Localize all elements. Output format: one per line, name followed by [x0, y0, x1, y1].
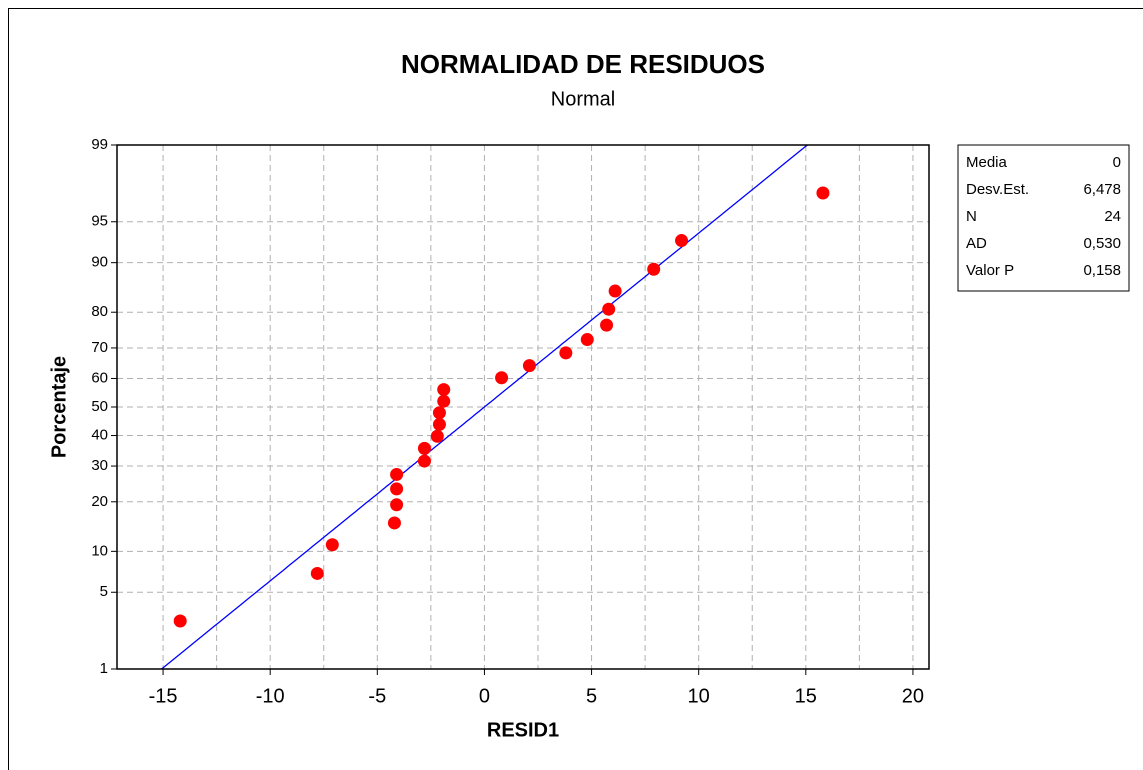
- data-point: [390, 498, 404, 512]
- data-point: [417, 441, 431, 455]
- y-tick-label: 50: [91, 398, 108, 415]
- data-point: [437, 383, 451, 397]
- data-point: [602, 302, 616, 316]
- y-tick-label: 20: [91, 493, 108, 510]
- data-point: [495, 371, 509, 385]
- data-point: [310, 566, 324, 580]
- data-point: [559, 346, 573, 360]
- y-tick-label: 10: [91, 542, 108, 559]
- stats-label: Valor P: [966, 262, 1014, 279]
- data-point: [437, 394, 451, 408]
- x-tick-label: 0: [479, 685, 490, 707]
- data-point: [432, 406, 446, 420]
- data-point: [675, 234, 689, 248]
- y-tick-label: 40: [91, 427, 108, 444]
- y-tick-label: 95: [91, 213, 108, 230]
- data-point: [390, 467, 404, 481]
- stats-value: 0,530: [1083, 235, 1121, 252]
- data-point: [816, 186, 830, 200]
- data-point: [600, 318, 614, 332]
- y-tick-label: 5: [100, 583, 108, 600]
- data-point: [608, 284, 622, 298]
- y-tick-label: 80: [91, 303, 108, 320]
- data-point: [432, 417, 446, 431]
- x-tick-label: -10: [256, 685, 285, 707]
- data-point: [390, 482, 404, 496]
- x-axis-label: RESID1: [487, 719, 559, 741]
- y-tick-label: 70: [91, 339, 108, 356]
- stats-value: 6,478: [1083, 181, 1121, 198]
- x-tick-label: 5: [586, 685, 597, 707]
- data-point: [417, 454, 431, 468]
- stats-label: Desv.Est.: [966, 181, 1029, 198]
- y-tick-label: 90: [91, 254, 108, 271]
- x-tick-label: 20: [902, 685, 924, 707]
- stats-value: 0,158: [1083, 262, 1121, 279]
- data-point: [522, 359, 536, 373]
- y-tick-label: 60: [91, 369, 108, 386]
- y-axis-label: Porcentaje: [48, 356, 70, 458]
- x-tick-label: 10: [688, 685, 710, 707]
- stats-value: 24: [1104, 208, 1121, 225]
- data-point: [647, 262, 661, 276]
- x-tick-label: -5: [368, 685, 386, 707]
- y-tick-label: 1: [100, 660, 108, 677]
- stats-label: N: [966, 208, 977, 225]
- x-tick-label: 15: [795, 685, 817, 707]
- fit-line: [161, 144, 808, 670]
- plot-frame: [116, 144, 930, 670]
- stats-box: [957, 144, 1130, 292]
- y-tick-label: 30: [91, 457, 108, 474]
- data-point: [325, 538, 339, 552]
- stats-label: Media: [966, 154, 1008, 171]
- data-point: [580, 333, 594, 347]
- data-point: [430, 429, 444, 443]
- data-point: [173, 614, 187, 628]
- x-tick-label: -15: [149, 685, 178, 707]
- chart-title: NORMALIDAD DE RESIDUOS: [401, 49, 765, 79]
- chart-subtitle: Normal: [551, 88, 615, 110]
- stats-label: AD: [966, 235, 987, 252]
- y-tick-label: 99: [91, 136, 108, 153]
- stats-value: 0: [1113, 154, 1121, 171]
- data-point: [387, 516, 401, 530]
- frame: [8, 8, 1143, 770]
